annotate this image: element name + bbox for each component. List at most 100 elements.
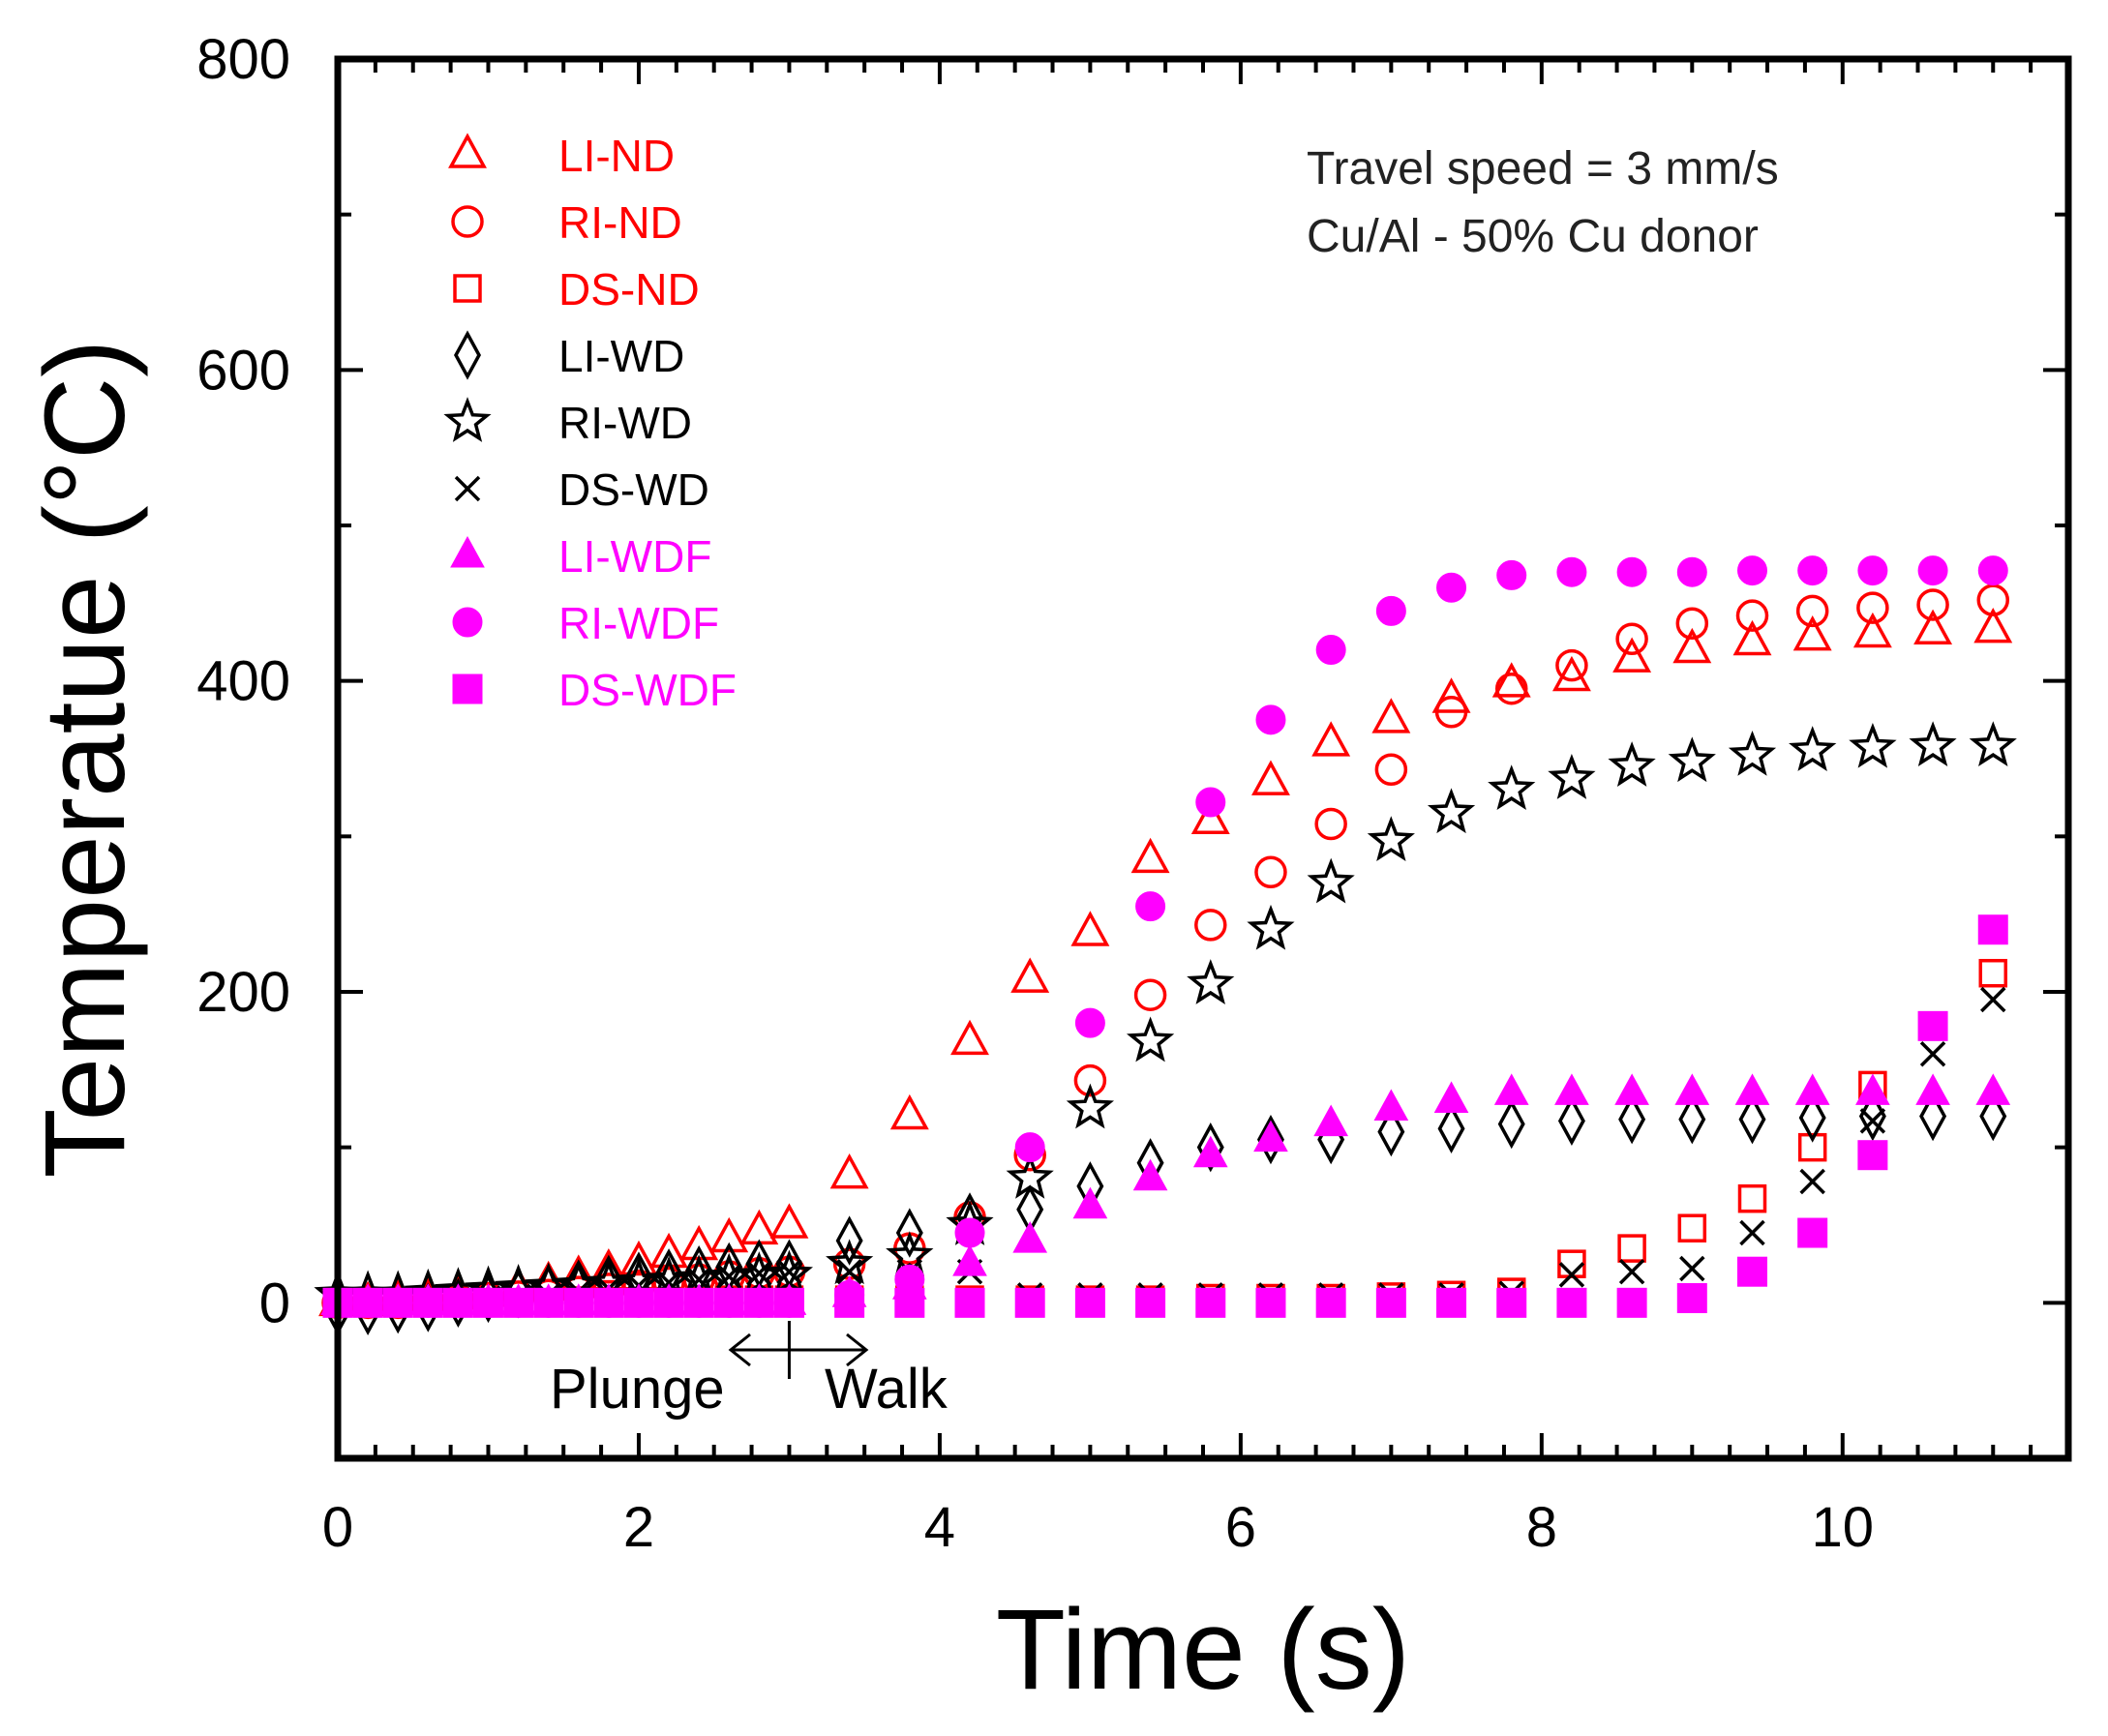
- legend-item: RI-WD: [443, 397, 692, 448]
- phase-marker: Plunge Walk: [550, 1321, 949, 1421]
- data-point: [1431, 677, 1471, 713]
- data-point: [679, 1224, 719, 1261]
- data-point: [588, 1247, 628, 1284]
- axis-labels: Time (s) Temperatue (°C): [21, 340, 1410, 1714]
- data-point: [1977, 555, 2008, 586]
- data-point: [1187, 959, 1235, 1004]
- data-point: [769, 1203, 809, 1239]
- data-point: [1615, 622, 1648, 656]
- data-point: [1979, 1091, 2007, 1142]
- data-point: [1857, 1140, 1888, 1171]
- data-point: [1196, 1122, 1224, 1173]
- y-tick-label: 0: [259, 1272, 290, 1334]
- legend-label: RI-ND: [558, 197, 682, 248]
- data-point: [1855, 1073, 1890, 1105]
- data-point: [619, 1240, 658, 1276]
- data-point: [1256, 1114, 1284, 1165]
- data-point: [1437, 1103, 1465, 1154]
- data-point: [1190, 798, 1230, 835]
- data-point: [1307, 857, 1355, 904]
- legend-item: LI-WDF: [450, 531, 711, 582]
- data-point: [533, 1287, 564, 1318]
- data-point: [1799, 1168, 1825, 1195]
- data-point: [1676, 556, 1707, 587]
- legend-marker: [454, 475, 481, 502]
- data-point: [1919, 1091, 1947, 1142]
- data-point: [1551, 655, 1591, 692]
- data-point: [382, 1287, 413, 1318]
- data-point: [1919, 1041, 1946, 1067]
- data-point: [1255, 1287, 1286, 1318]
- data-point: [1135, 1287, 1166, 1318]
- data-point: [1975, 1073, 2011, 1105]
- data-point: [954, 1217, 985, 1248]
- data-point: [1617, 1234, 1646, 1263]
- data-point: [1976, 584, 2010, 616]
- data-point: [1612, 637, 1652, 673]
- data-point: [1849, 722, 1897, 768]
- y-tick-label: 600: [196, 339, 290, 402]
- data-point: [1135, 891, 1166, 922]
- legend-item: DS-ND: [453, 264, 700, 314]
- data-point: [894, 1287, 925, 1318]
- data-point: [1497, 1098, 1525, 1150]
- data-point: [834, 1287, 865, 1318]
- legend-label: LI-WDF: [558, 531, 711, 582]
- data-point: [1371, 698, 1411, 733]
- data-point: [352, 1287, 383, 1318]
- data-point: [1852, 612, 1892, 648]
- data-point: [1973, 608, 2013, 644]
- legend-label: RI-WDF: [558, 598, 719, 648]
- legend: LI-ND RI-ND DS-ND LI-WD RI-WD DS-WD LI-WDF RI-W…: [443, 131, 737, 715]
- data-point: [1074, 1287, 1105, 1318]
- data-point: [472, 1287, 503, 1318]
- y-tick-label: 200: [196, 961, 290, 1024]
- data-point: [1856, 591, 1889, 624]
- data-point: [1192, 1135, 1228, 1168]
- x-tick-label: 4: [924, 1496, 955, 1559]
- x-tick-label: 0: [322, 1496, 353, 1559]
- data-point: [683, 1287, 714, 1318]
- data-point: [593, 1287, 624, 1318]
- data-point: [412, 1287, 443, 1318]
- data-point: [1014, 1287, 1045, 1318]
- data-point: [503, 1287, 534, 1318]
- legend-item: LI-WD: [454, 330, 684, 381]
- legend-marker: [452, 607, 483, 638]
- data-point: [895, 1208, 923, 1258]
- data-point: [1797, 1132, 1827, 1162]
- data-point: [1797, 1217, 1828, 1248]
- y-axis-title: Temperatue (°C): [21, 340, 149, 1179]
- legend-marker: [453, 274, 482, 303]
- data-point: [829, 1152, 869, 1189]
- data-point: [1792, 615, 1832, 651]
- series-ds-wdf: [322, 914, 2008, 1318]
- data-point: [1969, 721, 2017, 767]
- legend-marker: [448, 133, 487, 168]
- data-point: [836, 1258, 862, 1285]
- data-point: [1734, 1073, 1770, 1105]
- data-point: [716, 1263, 742, 1290]
- data-point: [649, 1232, 689, 1269]
- data-point: [1789, 726, 1837, 771]
- data-point: [1132, 1158, 1168, 1191]
- data-point: [1436, 1287, 1467, 1318]
- data-point: [1616, 1287, 1647, 1318]
- data-point: [1496, 559, 1527, 590]
- donor-annotation: Cu/Al - 50% Cu donor: [1307, 211, 1759, 262]
- data-point: [1195, 787, 1226, 818]
- legend-label: DS-WD: [558, 464, 709, 515]
- data-point: [1254, 855, 1287, 889]
- data-point: [1434, 696, 1468, 729]
- data-point: [1797, 555, 1828, 586]
- data-point: [1073, 1063, 1107, 1097]
- data-point: [653, 1287, 684, 1318]
- data-point: [1491, 662, 1531, 698]
- data-point: [1916, 588, 1949, 621]
- legend-item: DS-WD: [454, 464, 709, 515]
- y-tick-label: 800: [196, 28, 290, 91]
- data-point: [1433, 1081, 1469, 1113]
- data-point: [1251, 760, 1290, 795]
- data-point: [1909, 721, 1957, 767]
- phase-arrow-head-left: [728, 1332, 751, 1367]
